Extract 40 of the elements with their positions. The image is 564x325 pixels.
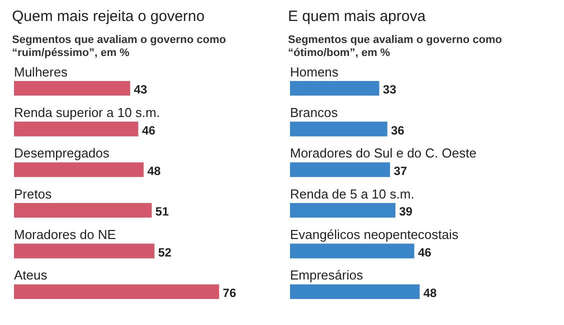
data-label: 43 <box>134 82 148 97</box>
y-tick-label: Empresários <box>290 268 364 283</box>
bar <box>290 162 390 177</box>
bar <box>14 284 220 299</box>
data-label: 36 <box>391 123 405 138</box>
y-tick-label: Ateus <box>14 268 48 283</box>
bar <box>14 162 144 177</box>
y-tick-label: Moradores do NE <box>14 227 116 242</box>
bar <box>14 244 154 258</box>
data-label: 48 <box>423 286 438 300</box>
data-label: 52 <box>158 245 172 260</box>
bar <box>290 203 396 218</box>
bar <box>290 284 420 299</box>
y-tick-label: Homens <box>290 64 339 80</box>
chart-subtitle: Segmentos que avaliam o governo como “ótimo/bom”, em % <box>288 34 503 61</box>
bar <box>14 203 152 218</box>
bar <box>14 122 138 136</box>
chart-title: Quem mais rejeita o governo <box>12 8 206 27</box>
data-label: 48 <box>147 164 162 178</box>
data-label: 51 <box>155 204 170 219</box>
data-label: 76 <box>222 286 236 300</box>
y-tick-label: Desempregados <box>14 146 110 161</box>
chart-subtitle: Segmentos que avaliam o governo como “ruim/péssimo”, em % <box>12 34 227 61</box>
y-tick-label: Renda de 5 a 10 s.m. <box>290 186 414 202</box>
y-tick-label: Renda superior a 10 s.m. <box>14 105 160 120</box>
y-tick-label: Brancos <box>290 105 338 120</box>
y-tick-label: Pretos <box>14 186 52 202</box>
data-label: 39 <box>399 204 413 219</box>
y-tick-label: Mulheres <box>14 64 68 80</box>
data-label: 33 <box>382 82 397 97</box>
bar <box>290 122 388 136</box>
bar <box>290 244 414 258</box>
data-label: 46 <box>418 245 432 260</box>
data-label: 46 <box>142 123 156 138</box>
y-tick-label: Evangélicos neopentecostais <box>290 227 459 242</box>
chart-title: E quem mais aprova <box>288 8 427 27</box>
bar <box>290 81 380 96</box>
bar <box>14 81 130 96</box>
data-label: 37 <box>394 164 408 178</box>
y-tick-label: Moradores do Sul e do C. Oeste <box>290 146 476 161</box>
